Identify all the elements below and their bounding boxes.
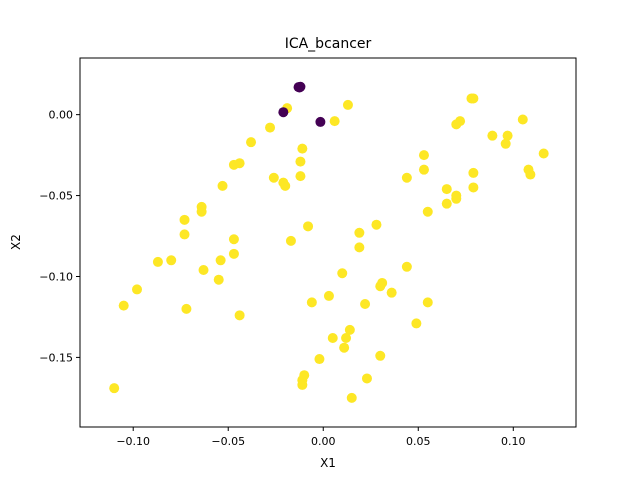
scatter-point-class_1-38: [360, 299, 371, 309]
scatter-point-class_0-2: [295, 81, 306, 92]
scatter-point-class_1-55: [346, 392, 357, 403]
scatter-point-class_1-60: [441, 198, 452, 209]
scatter-point-class_1-9: [179, 229, 190, 240]
chart-title: ICA_bcancer: [285, 36, 372, 52]
scatter-point-class_1-33: [354, 227, 365, 238]
scatter-point-class_1-17: [132, 284, 143, 295]
scatter-point-class_1-73: [517, 114, 528, 125]
y-tick-label: −0.10: [39, 270, 73, 283]
scatter-point-class_1-47: [341, 332, 352, 343]
scatter-point-class_1-58: [418, 164, 429, 175]
x-axis-ticks: −0.10 −0.05 0.00 0.05 0.10: [116, 427, 526, 448]
scatter-point-class_1-2: [246, 137, 257, 148]
x-tick-label: 0.00: [311, 435, 336, 448]
scatter-point-class_1-26: [295, 156, 306, 167]
x-axis-label: X1: [320, 456, 336, 470]
scatter-point-class_1-72: [500, 138, 511, 149]
scatter-point-class_1-20: [234, 310, 245, 321]
points-layer: [109, 81, 549, 403]
scatter-point-class_1-24: [280, 180, 291, 191]
scatter-point-class_1-53: [297, 379, 308, 390]
scatter-point-class_1-76: [538, 148, 549, 159]
plot-frame: [79, 57, 577, 428]
scatter-point-class_1-65: [451, 119, 462, 130]
scatter-point-class_0-4: [315, 116, 326, 127]
scatter-point-class_1-57: [418, 150, 429, 161]
scatter-point-class_1-13: [198, 265, 209, 276]
scatter-point-class_1-25: [297, 143, 308, 154]
scatter-point-class_1-4: [228, 159, 239, 170]
scatter-point-class_1-28: [303, 221, 314, 232]
scatter-point-class_1-62: [451, 193, 462, 204]
scatter-point-class_1-19: [181, 303, 192, 314]
scatter-point-class_1-36: [323, 290, 334, 301]
scatter-point-class_1-50: [375, 350, 386, 361]
scatter-point-class_1-21: [109, 383, 120, 394]
scatter-point-class_1-8: [179, 214, 190, 225]
scatter-point-class_1-10: [228, 234, 239, 245]
scatter-point-class_1-49: [314, 354, 325, 365]
scatter-point-class_1-63: [422, 206, 433, 217]
scatter-point-class_1-71: [502, 130, 513, 141]
scatter-point-class_1-34: [354, 242, 365, 253]
scatter-point-class_1-42: [401, 261, 412, 272]
scatter-point-class_1-40: [375, 281, 386, 292]
scatter-point-class_1-11: [228, 248, 239, 259]
scatter-point-class_1-15: [166, 255, 177, 266]
scatter-point-class_0-3: [278, 107, 289, 118]
x-tick-label: 0.05: [406, 435, 431, 448]
y-tick-label: −0.05: [39, 190, 73, 203]
y-axis-label: X2: [9, 234, 23, 250]
scatter-point-class_1-54: [361, 373, 372, 384]
scatter-point-class_1-32: [337, 268, 348, 279]
x-tick-label: −0.05: [211, 435, 245, 448]
scatter-point-class_1-59: [441, 184, 452, 195]
scatter-point-class_1-18: [118, 300, 129, 311]
scatter-point-class_1-35: [371, 219, 382, 230]
x-tick-label: 0.10: [501, 435, 526, 448]
scatter-point-class_1-46: [344, 324, 355, 335]
scatter-point-class_1-1: [265, 122, 276, 133]
scatter-point-class_1-12: [215, 255, 226, 266]
scatter-point-class_1-69: [468, 182, 479, 193]
scatter-point-class_1-44: [411, 318, 422, 329]
scatter-point-class_1-27: [295, 171, 306, 182]
y-axis-ticks: 0.00 −0.05 −0.10 −0.15: [39, 109, 80, 364]
scatter-point-class_1-7: [196, 206, 207, 217]
scatter-point-class_1-75: [525, 169, 536, 180]
scatter-point-class_1-37: [306, 297, 317, 308]
scatter-point-class_1-29: [285, 235, 296, 246]
scatter-point-class_1-22: [268, 172, 279, 183]
y-tick-label: 0.00: [49, 109, 74, 122]
scatter-point-class_1-67: [468, 93, 479, 104]
scatter-point-class_1-56: [401, 172, 412, 183]
scatter-point-class_1-16: [152, 256, 163, 267]
x-tick-label: −0.10: [116, 435, 150, 448]
scatter-point-class_1-5: [217, 180, 228, 191]
scatter-point-class_1-30: [329, 116, 340, 127]
y-tick-label: −0.15: [39, 351, 73, 364]
scatter-point-class_1-31: [342, 99, 353, 110]
scatter-point-class_1-45: [327, 332, 338, 343]
scatter-point-class_1-48: [339, 342, 350, 353]
scatter-point-class_1-68: [468, 167, 479, 178]
scatter-point-class_1-14: [213, 274, 224, 285]
scatter-point-class_1-41: [386, 287, 397, 298]
scatter-point-class_1-43: [422, 297, 433, 308]
scatter-point-class_1-70: [487, 130, 498, 141]
